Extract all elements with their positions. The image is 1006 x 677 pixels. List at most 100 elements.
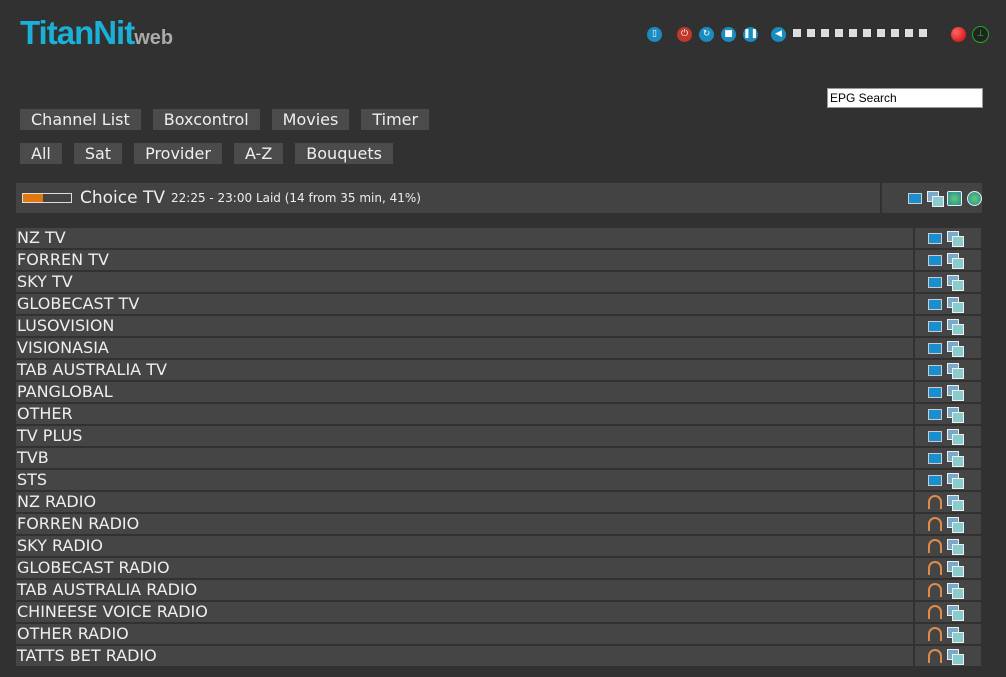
pause-icon[interactable]: ❚❚	[743, 27, 758, 42]
bouquet-name[interactable]: PANGLOBAL	[16, 382, 913, 402]
nav-button[interactable]: Movies	[271, 109, 350, 130]
bouquet-name[interactable]: VISIONASIA	[16, 338, 913, 358]
tv-stream-icon[interactable]	[928, 386, 942, 398]
tv-stream-icon[interactable]	[928, 254, 942, 266]
channel-list-icon[interactable]	[947, 319, 964, 335]
list-item: SKY TV	[16, 272, 981, 292]
list-item: OTHER	[16, 404, 981, 424]
channel-list-icon[interactable]	[947, 275, 964, 291]
bouquet-name[interactable]: NZ TV	[16, 228, 913, 248]
radio-stream-icon[interactable]	[928, 517, 942, 531]
radio-stream-icon[interactable]	[928, 583, 942, 597]
nav-button[interactable]: Boxcontrol	[152, 109, 260, 130]
channel-list-icon[interactable]	[947, 451, 964, 467]
volume-step[interactable]	[905, 28, 913, 37]
epg-search-input[interactable]	[827, 88, 983, 108]
channel-list-icon[interactable]	[947, 517, 964, 533]
epg-icon[interactable]	[947, 190, 962, 206]
tv-stream-icon[interactable]	[928, 276, 942, 288]
tv-stream-icon[interactable]	[928, 474, 942, 486]
channel-list-icon[interactable]	[947, 297, 964, 313]
bouquet-name[interactable]: STS	[16, 470, 913, 490]
radio-stream-icon[interactable]	[928, 539, 942, 553]
bouquet-name[interactable]: FORREN TV	[16, 250, 913, 270]
volume-step[interactable]	[877, 28, 885, 37]
bouquet-name[interactable]: SKY RADIO	[16, 536, 913, 556]
tv-stream-icon[interactable]	[928, 408, 942, 420]
tv-stream-icon[interactable]	[928, 452, 942, 464]
tv-stream-icon[interactable]	[928, 298, 942, 310]
restart-icon[interactable]: ↻	[699, 27, 714, 42]
nav-button[interactable]: Channel List	[20, 109, 141, 130]
channel-list-icon[interactable]	[947, 649, 964, 665]
volume-step[interactable]	[821, 28, 829, 37]
list-item: GLOBECAST TV	[16, 294, 981, 314]
list-item: STS	[16, 470, 981, 490]
volume-step[interactable]	[807, 28, 815, 37]
radio-stream-icon[interactable]	[928, 495, 942, 509]
channel-list-icon[interactable]	[947, 473, 964, 489]
radio-stream-icon[interactable]	[928, 649, 942, 663]
radio-stream-icon[interactable]	[928, 561, 942, 575]
list-item: OTHER RADIO	[16, 624, 981, 644]
channel-list-icon[interactable]	[947, 253, 964, 269]
channel-list-icon[interactable]	[947, 539, 964, 555]
volume-step[interactable]	[793, 28, 801, 37]
tv-stream-icon[interactable]	[908, 192, 922, 204]
remote-icon[interactable]: ▯	[647, 27, 662, 42]
bouquet-name[interactable]: TAB AUSTRALIA TV	[16, 360, 913, 380]
filter-button[interactable]: Provider	[134, 143, 222, 164]
volume-step[interactable]	[891, 28, 899, 37]
radio-stream-icon[interactable]	[928, 627, 942, 641]
channel-list-icon[interactable]	[947, 407, 964, 423]
bouquet-name[interactable]: TATTS BET RADIO	[16, 646, 913, 666]
bouquet-name[interactable]: NZ RADIO	[16, 492, 913, 512]
channel-list-icon[interactable]	[947, 385, 964, 401]
volume-step[interactable]	[835, 28, 843, 37]
current-program: Choice TV 22:25 - 23:00 Laid (14 from 35…	[16, 183, 880, 213]
channel-list-icon[interactable]	[947, 341, 964, 357]
list-item: NZ TV	[16, 228, 981, 248]
channel-list-icon[interactable]	[947, 363, 964, 379]
channel-list-icon[interactable]	[947, 231, 964, 247]
stop-icon[interactable]: ■	[721, 27, 736, 42]
tv-stream-icon[interactable]	[928, 364, 942, 376]
bouquet-name[interactable]: FORREN RADIO	[16, 514, 913, 534]
channel-list-icon[interactable]	[947, 627, 964, 643]
volume-step[interactable]	[863, 28, 871, 37]
power-icon[interactable]: ⏻	[677, 27, 692, 42]
channel-list-icon[interactable]	[947, 583, 964, 599]
bouquet-name[interactable]: TVB	[16, 448, 913, 468]
filter-button[interactable]: Bouquets	[295, 143, 393, 164]
bouquet-name[interactable]: GLOBECAST TV	[16, 294, 913, 314]
volume-icon[interactable]: ◀	[771, 27, 786, 42]
bouquet-name[interactable]: SKY TV	[16, 272, 913, 292]
bouquet-name[interactable]: CHINEESE VOICE RADIO	[16, 602, 913, 622]
record-icon[interactable]	[951, 27, 966, 42]
filter-button[interactable]: All	[20, 143, 62, 164]
channel-list-icon[interactable]	[927, 191, 944, 207]
bouquet-name[interactable]: OTHER RADIO	[16, 624, 913, 644]
bouquet-name[interactable]: GLOBECAST RADIO	[16, 558, 913, 578]
bouquet-name[interactable]: OTHER	[16, 404, 913, 424]
volume-step[interactable]	[849, 28, 857, 37]
tv-stream-icon[interactable]	[928, 430, 942, 442]
bouquet-name[interactable]: LUSOVISION	[16, 316, 913, 336]
channel-list-icon[interactable]	[947, 495, 964, 511]
volume-step[interactable]	[919, 28, 927, 37]
channel-list-icon[interactable]	[947, 605, 964, 621]
list-item: CHINEESE VOICE RADIO	[16, 602, 981, 622]
nav-button[interactable]: Timer	[361, 109, 430, 130]
tv-stream-icon[interactable]	[928, 342, 942, 354]
tv-stream-icon[interactable]	[928, 320, 942, 332]
bouquet-name[interactable]: TAB AUSTRALIA RADIO	[16, 580, 913, 600]
radio-stream-icon[interactable]	[928, 605, 942, 619]
channel-list-icon[interactable]	[947, 429, 964, 445]
channel-list-icon[interactable]	[947, 561, 964, 577]
filter-button[interactable]: Sat	[73, 143, 123, 164]
bouquet-name[interactable]: TV PLUS	[16, 426, 913, 446]
tv-stream-icon[interactable]	[928, 232, 942, 244]
web-icon[interactable]	[967, 190, 982, 206]
filter-button[interactable]: A-Z	[233, 143, 284, 164]
signal-icon[interactable]: ⊥	[972, 26, 989, 43]
